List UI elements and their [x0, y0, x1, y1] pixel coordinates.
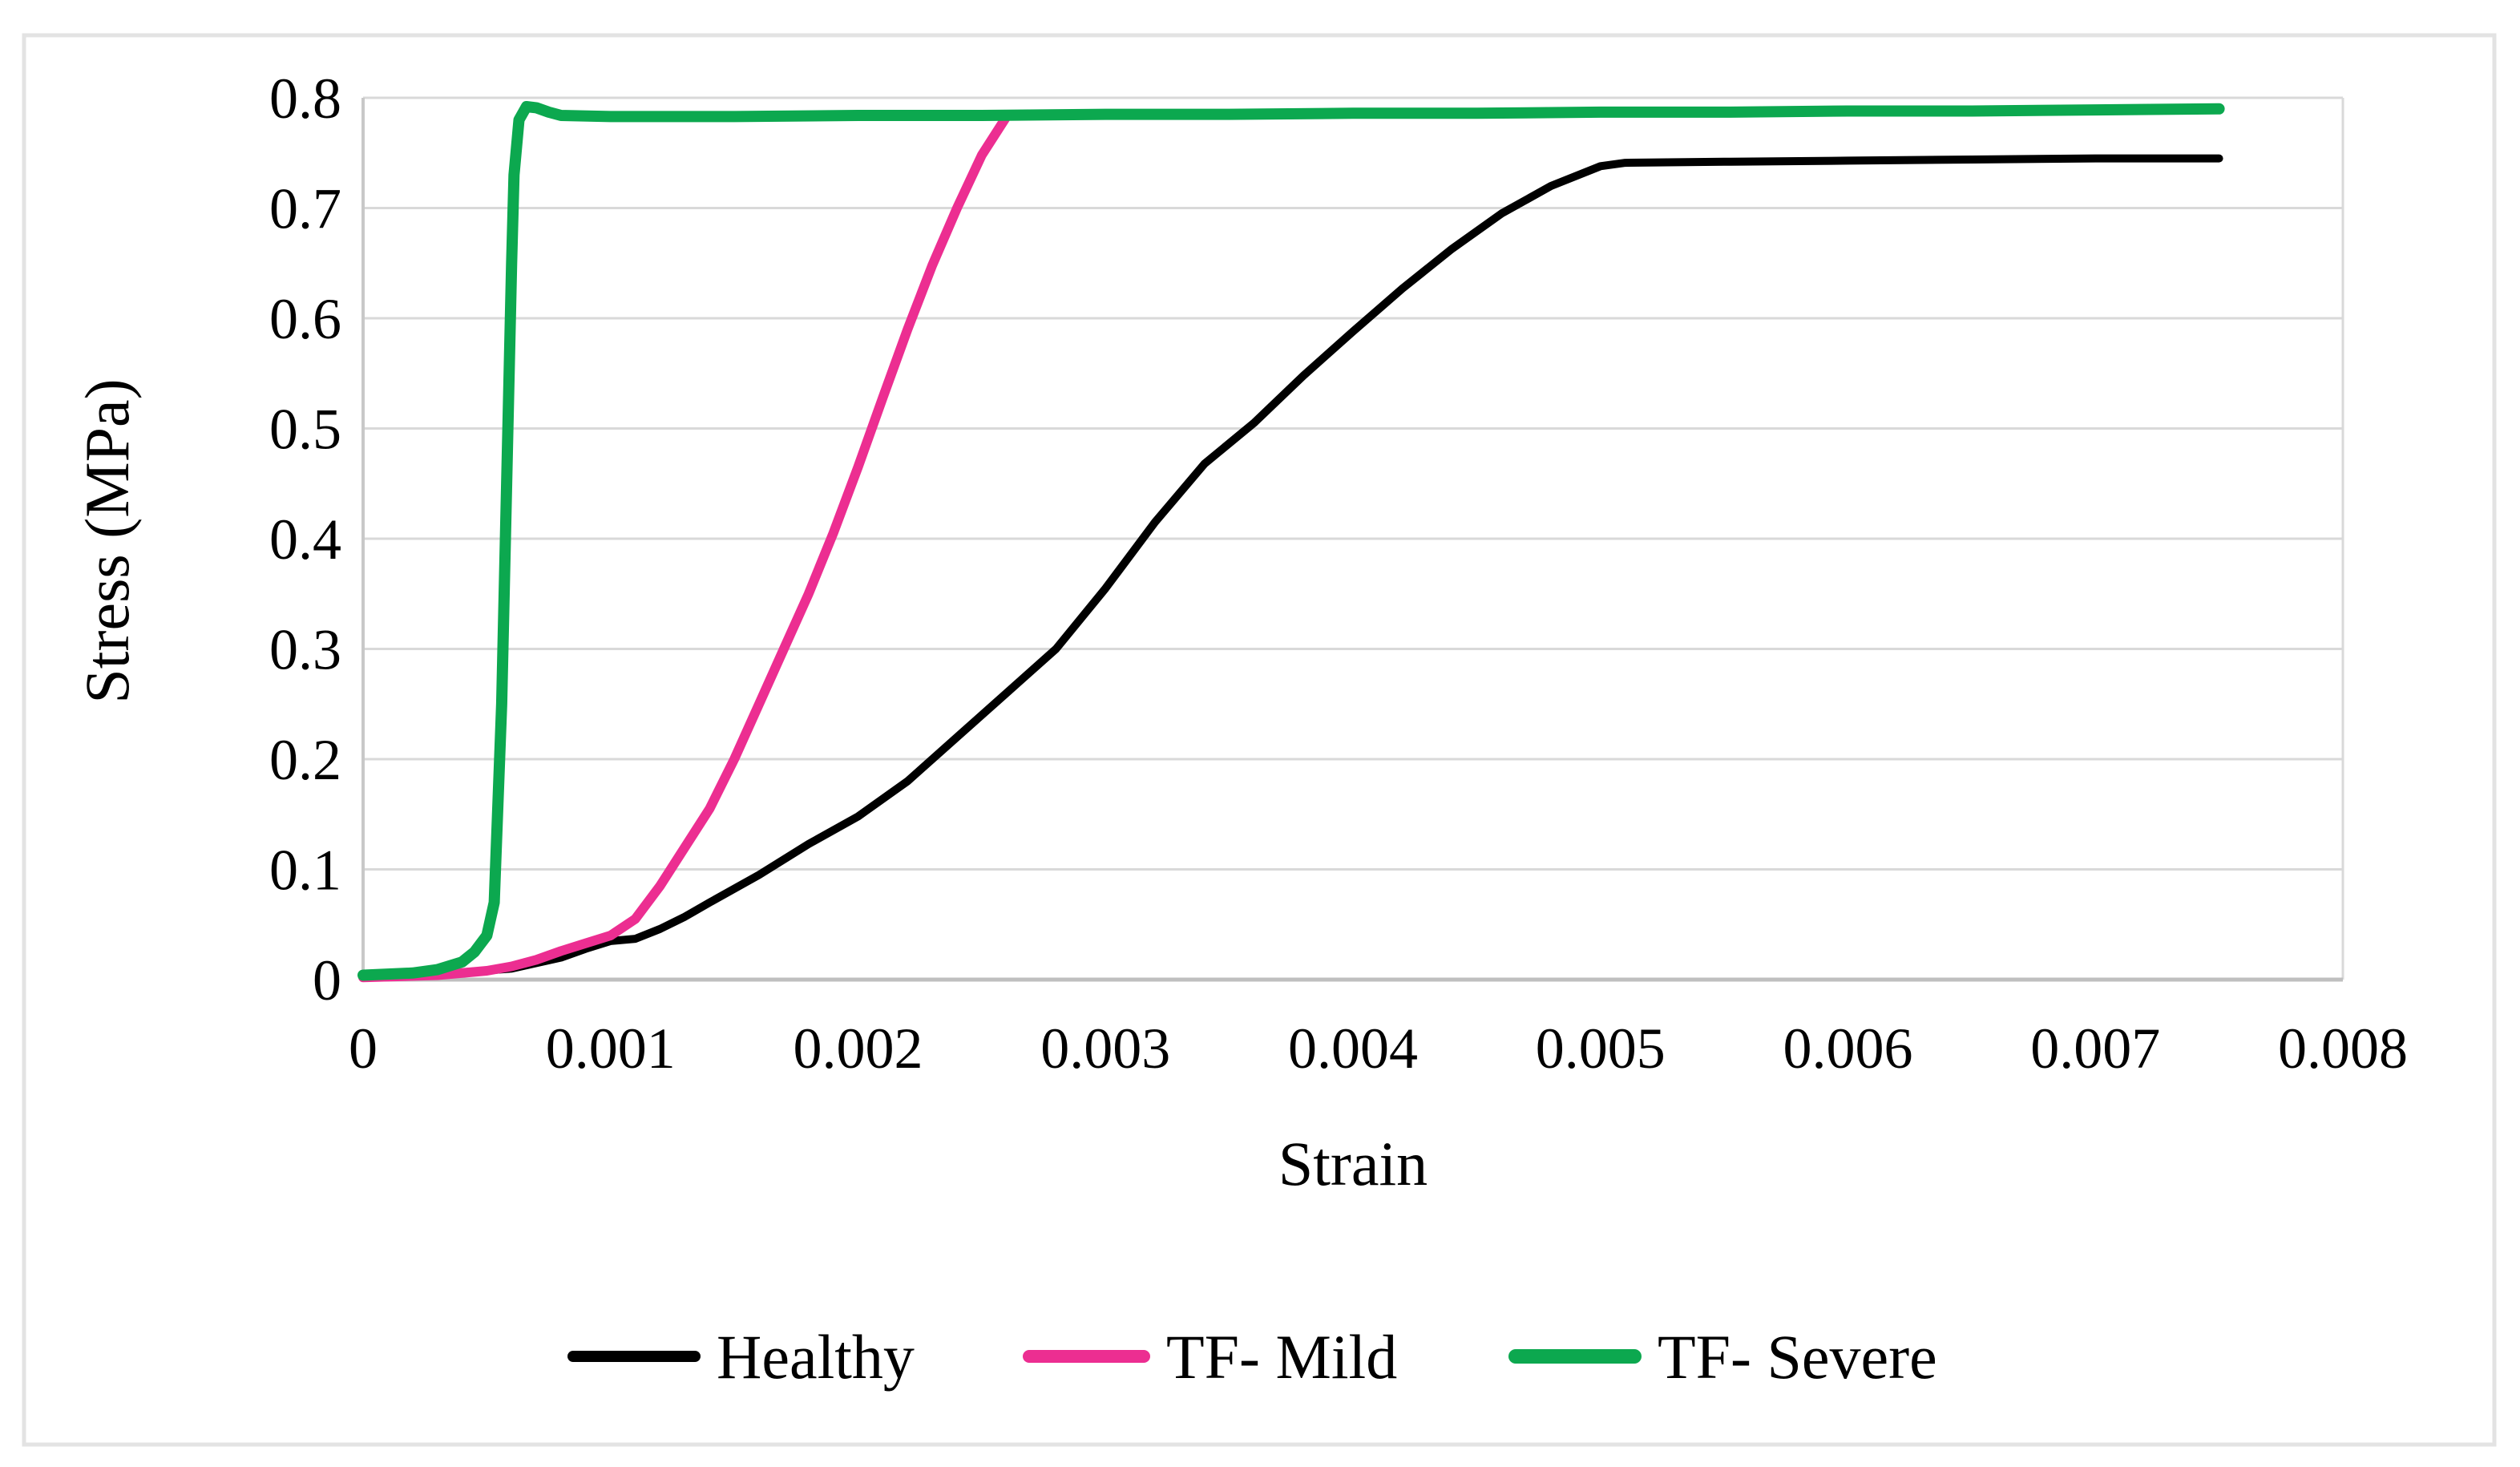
- x-tick-label-0.005: 0.005: [1536, 1016, 1666, 1081]
- chart-legend: Healthy TF- Mild TF- Severe: [567, 1322, 1937, 1392]
- legend-swatch-tf-mild: [1023, 1350, 1150, 1363]
- legend-label-healthy: Healthy: [717, 1322, 915, 1392]
- legend-swatch-healthy: [567, 1351, 701, 1362]
- legend-label-tf-severe: TF- Severe: [1658, 1322, 1937, 1392]
- y-tick-label-0.8: 0.8: [269, 67, 341, 131]
- y-tick-label-0.3: 0.3: [269, 618, 341, 682]
- x-tick-label-0.006: 0.006: [1783, 1016, 1913, 1081]
- x-tick-label-0.002: 0.002: [794, 1016, 923, 1081]
- series-line-tf-mild: [358, 111, 1012, 983]
- x-tick-label-0.004: 0.004: [1288, 1016, 1418, 1081]
- series-line-tf-severe: [357, 101, 2225, 981]
- legend-swatch-tf-severe: [1508, 1349, 1642, 1364]
- legend-item-healthy: Healthy: [567, 1322, 915, 1392]
- y-tick-label-0.6: 0.6: [269, 287, 341, 351]
- gridlines-group: [363, 207, 2343, 871]
- series-group: [357, 101, 2225, 983]
- y-tick-label-0.5: 0.5: [269, 398, 341, 462]
- y-tick-label-0: 0: [313, 948, 341, 1012]
- x-tick-label-0.003: 0.003: [1040, 1016, 1170, 1081]
- legend-item-tf-mild: TF- Mild: [1023, 1322, 1397, 1392]
- x-axis-tick-labels: 0 0.001 0.002 0.003 0.004 0.005 0.006 0.007 0.00…: [349, 1016, 2408, 1081]
- y-axis-tick-labels: 0 0.1 0.2 0.3 0.4 0.5 0.6 0.7 0.8: [269, 67, 341, 1012]
- y-tick-label-0.1: 0.1: [269, 839, 341, 903]
- x-axis-title: Strain: [1278, 1129, 1428, 1198]
- legend-item-tf-severe: TF- Severe: [1508, 1322, 1937, 1392]
- series-line-healthy: [359, 154, 2223, 980]
- x-tick-label-0: 0: [349, 1016, 378, 1081]
- legend-label-tf-mild: TF- Mild: [1166, 1322, 1397, 1392]
- figure-frame: [22, 33, 2497, 1447]
- y-tick-label-0.4: 0.4: [269, 507, 341, 572]
- x-tick-label-0.008: 0.008: [2278, 1016, 2408, 1081]
- plot-border-group: [361, 96, 2344, 982]
- y-axis-title: Stress (MPa): [72, 378, 142, 703]
- y-tick-label-0.2: 0.2: [269, 728, 341, 792]
- y-tick-label-0.7: 0.7: [269, 177, 341, 241]
- x-tick-label-0.007: 0.007: [2030, 1016, 2160, 1081]
- x-tick-label-0.001: 0.001: [546, 1016, 676, 1081]
